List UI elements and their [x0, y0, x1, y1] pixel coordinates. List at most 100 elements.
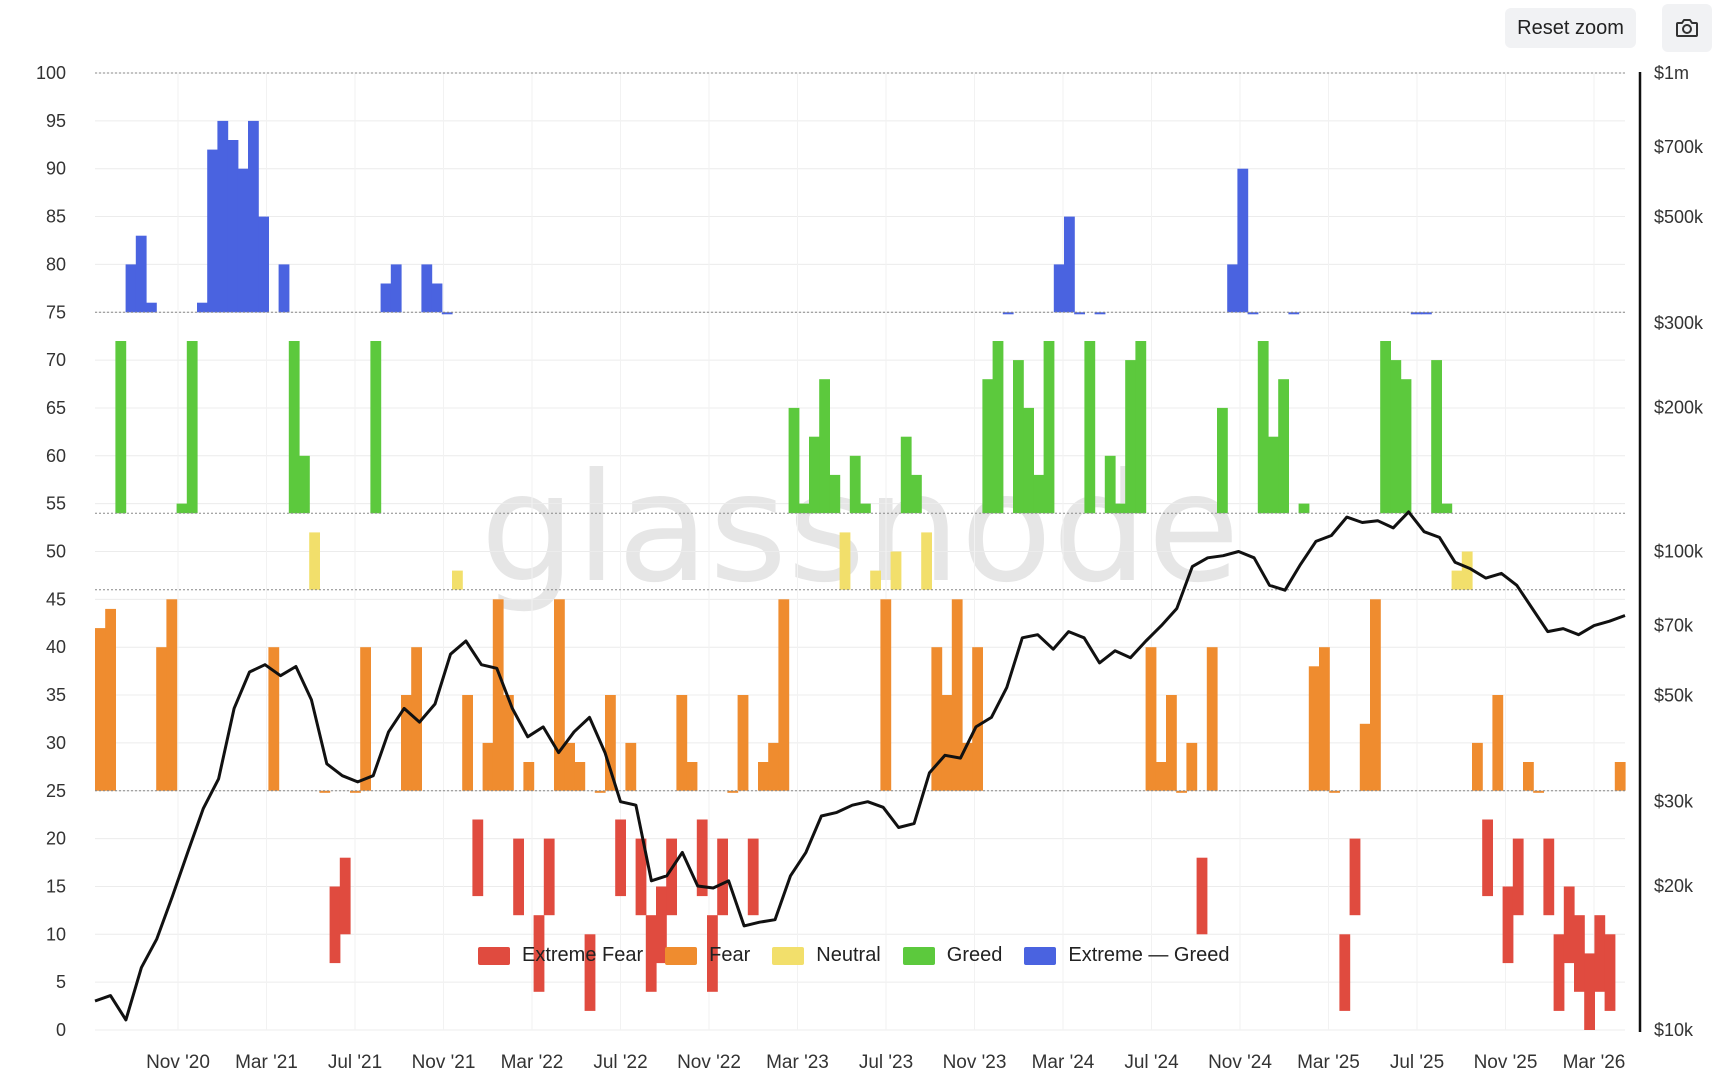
index-bar	[880, 599, 892, 791]
index-bar	[737, 695, 749, 791]
index-bar	[1104, 455, 1116, 514]
index-bar	[1410, 312, 1422, 315]
x-tick-label: Mar '26	[1563, 1052, 1626, 1073]
index-bar	[1023, 407, 1034, 514]
index-bar	[1033, 474, 1045, 514]
index-bar	[1206, 647, 1218, 791]
index-bar	[1013, 360, 1024, 514]
legend-item-fear[interactable]: Fear	[665, 944, 750, 967]
index-bar	[717, 838, 728, 916]
index-bar	[1196, 857, 1208, 935]
x-tick-label: Nov '20	[146, 1052, 210, 1073]
right-tick-label: $30k	[1654, 792, 1694, 812]
legend-swatch	[772, 946, 805, 965]
index-bar	[1482, 819, 1493, 897]
index-bar	[482, 742, 494, 791]
index-bar	[890, 551, 902, 590]
left-tick-label: 95	[46, 111, 66, 131]
index-bar	[1166, 695, 1177, 791]
index-bar	[1135, 341, 1147, 514]
x-tick-label: Jul '23	[859, 1052, 913, 1073]
camera-icon	[1676, 19, 1698, 37]
index-bar	[237, 168, 249, 313]
index-bar	[339, 857, 351, 935]
index-bar	[1472, 742, 1483, 791]
index-bar	[125, 264, 137, 313]
camera-button[interactable]	[1662, 4, 1712, 52]
legend-item-extreme-fear[interactable]: Extreme Fear	[478, 944, 643, 967]
x-axis-ticks: Nov '20 Mar '21 Jul '21 Nov '21 Mar '22 Jul '…	[146, 1052, 1625, 1073]
index-bar	[217, 120, 229, 313]
left-tick-label: 40	[46, 637, 66, 657]
index-bar	[1512, 838, 1524, 916]
legend-label: Extreme — Greed	[1068, 944, 1230, 966]
index-bar	[564, 742, 575, 791]
legend-item-extreme-greed[interactable]: Extreme — Greed	[1024, 944, 1230, 967]
x-tick-label: Nov '22	[677, 1052, 741, 1073]
index-bar	[329, 886, 341, 964]
left-tick-label: 30	[46, 733, 66, 753]
index-bar	[1227, 264, 1238, 313]
x-tick-label: Nov '25	[1474, 1052, 1538, 1073]
index-bar	[472, 819, 484, 897]
left-tick-label: 65	[46, 398, 66, 418]
index-bar	[1043, 341, 1055, 514]
legend-item-neutral[interactable]: Neutral	[772, 944, 881, 967]
index-bar	[1084, 341, 1096, 514]
index-bar	[350, 790, 361, 793]
index-bar	[788, 407, 800, 514]
index-bar	[431, 283, 443, 313]
index-bar	[819, 379, 830, 514]
index-bar	[1125, 360, 1136, 514]
threshold-lines	[95, 72, 1625, 792]
x-tick-label: Jul '24	[1124, 1052, 1179, 1073]
index-bar	[645, 915, 657, 992]
index-bar	[1308, 666, 1320, 791]
index-bar	[1380, 341, 1391, 514]
index-bar	[1247, 312, 1259, 315]
index-bar	[1268, 436, 1279, 514]
index-bar	[360, 647, 371, 791]
legend-label: Greed	[946, 944, 1003, 966]
index-bar	[1421, 312, 1432, 315]
index-bar	[1441, 503, 1453, 514]
index-bar	[605, 695, 616, 791]
index-bar	[1533, 790, 1544, 793]
index-bar	[860, 503, 871, 514]
left-tick-label: 20	[46, 829, 66, 849]
index-bar	[248, 120, 259, 313]
index-bar	[1400, 379, 1412, 514]
index-bar	[227, 140, 239, 313]
left-tick-label: 5	[56, 972, 66, 992]
index-bar	[554, 599, 565, 791]
index-bar	[829, 474, 841, 514]
x-tick-label: Mar '21	[235, 1052, 298, 1073]
x-tick-label: Mar '24	[1032, 1052, 1095, 1073]
index-bar	[574, 762, 586, 791]
index-bar	[1257, 341, 1269, 514]
index-bar	[370, 341, 382, 514]
x-tick-label: Jul '25	[1390, 1052, 1444, 1073]
reset-zoom-button[interactable]: Reset zoom	[1505, 8, 1636, 48]
index-bar	[1502, 886, 1514, 964]
index-bar	[1155, 762, 1167, 791]
left-tick-label: 75	[46, 302, 66, 322]
index-bar	[166, 599, 178, 791]
index-bar	[911, 474, 922, 514]
x-tick-label: Jul '22	[593, 1052, 647, 1073]
index-bar	[666, 838, 677, 916]
index-bar	[421, 264, 433, 313]
index-bar	[594, 790, 606, 793]
index-bar	[870, 570, 881, 590]
legend-item-greed[interactable]: Greed	[902, 944, 1003, 967]
x-tick-label: Mar '23	[766, 1052, 829, 1073]
index-bar	[380, 283, 392, 313]
index-bar	[951, 599, 963, 791]
right-axis-ticks: $10k $20k $30k $50k $70k $100k $200k $300k $500k…	[1654, 63, 1704, 1040]
index-bar	[676, 695, 688, 791]
legend-swatch	[665, 946, 698, 965]
index-bar	[696, 819, 708, 897]
index-bar	[1074, 312, 1085, 315]
index-bar	[1574, 915, 1585, 992]
index-bar	[462, 695, 473, 791]
